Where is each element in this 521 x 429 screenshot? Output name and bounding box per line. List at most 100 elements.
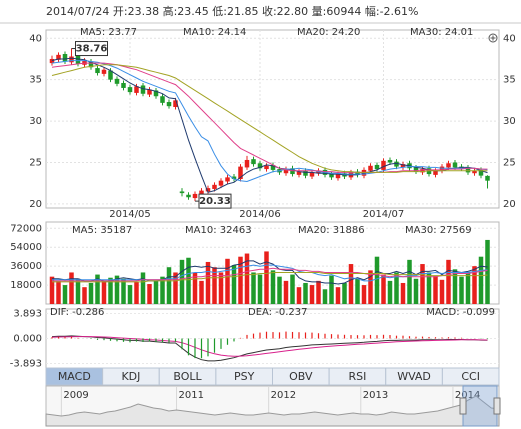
legend-entry: MA5: 35187 bbox=[72, 225, 132, 236]
candle-body bbox=[355, 171, 360, 175]
macd-bar bbox=[109, 338, 112, 341]
volume-bar bbox=[69, 272, 74, 304]
tab-label[interactable]: PSY bbox=[234, 370, 255, 383]
macd-bar bbox=[116, 338, 118, 342]
macd-bar bbox=[389, 335, 391, 339]
volume-bar bbox=[82, 287, 87, 304]
indicator-line bbox=[51, 335, 488, 362]
x-tick-label: 2014/05 bbox=[109, 209, 151, 220]
navigator-window[interactable] bbox=[462, 385, 498, 427]
volume-bar bbox=[231, 265, 237, 304]
macd-bar bbox=[96, 338, 99, 340]
candle-body bbox=[381, 160, 386, 170]
tab-label[interactable]: RSI bbox=[349, 370, 367, 383]
volume-bar bbox=[348, 264, 354, 304]
candle-body bbox=[446, 163, 451, 168]
tab-label[interactable]: BOLL bbox=[173, 370, 202, 383]
macd-bar bbox=[317, 333, 320, 339]
macd-bar bbox=[90, 338, 92, 340]
ma-line bbox=[52, 260, 488, 285]
candle-body bbox=[108, 70, 113, 80]
volume-bar bbox=[218, 272, 224, 304]
macd-bar bbox=[441, 337, 443, 339]
volume-bar bbox=[381, 274, 386, 304]
zoom-icon[interactable] bbox=[488, 33, 498, 43]
y-tick-label: -3.893 bbox=[10, 358, 42, 369]
candle-body bbox=[160, 96, 165, 103]
volume-bar bbox=[329, 275, 334, 304]
header-text: 2014/07/24 开:23.38 高:23.45 低:21.85 收:22.… bbox=[46, 4, 419, 18]
macd-bar bbox=[155, 338, 157, 342]
candle-body bbox=[218, 180, 224, 186]
candle-body bbox=[394, 161, 399, 167]
navigator-area bbox=[45, 395, 500, 427]
candle-body bbox=[238, 166, 243, 180]
volume-bar bbox=[368, 270, 373, 304]
volume-bar bbox=[186, 257, 191, 304]
tab-label[interactable]: OBV bbox=[289, 370, 313, 383]
macd-bar bbox=[304, 332, 307, 339]
candle-body bbox=[101, 69, 107, 74]
y-tick-label: 30 bbox=[503, 116, 516, 127]
volume-bar bbox=[238, 256, 243, 304]
volume-bar bbox=[322, 289, 328, 304]
callout-label: 20.33 bbox=[199, 196, 231, 207]
candle-body bbox=[329, 174, 334, 178]
legend-entry: DIF: -0.286 bbox=[50, 307, 104, 318]
x-tick-label: 2009 bbox=[63, 390, 88, 401]
volume-bar bbox=[400, 282, 406, 304]
macd-bar bbox=[428, 336, 430, 339]
volume-bar bbox=[121, 278, 126, 304]
volume-bar bbox=[49, 276, 55, 304]
volume-bar bbox=[56, 280, 61, 304]
candle-body bbox=[205, 188, 211, 192]
macd-bar bbox=[233, 338, 235, 342]
tab-label[interactable]: WVAD bbox=[397, 370, 431, 383]
y-tick-label: 40 bbox=[503, 33, 516, 44]
macd-bar bbox=[51, 337, 53, 339]
navigator-handle[interactable] bbox=[493, 397, 501, 415]
volume-bar bbox=[75, 278, 81, 304]
y-tick-label: 0.000 bbox=[13, 334, 42, 345]
x-tick-label: 2014 bbox=[455, 390, 480, 401]
macd-bar bbox=[382, 334, 385, 339]
volume-bar bbox=[147, 284, 152, 304]
volume-bar bbox=[478, 256, 484, 304]
macd-bar bbox=[181, 338, 183, 350]
candle-body bbox=[296, 171, 302, 175]
macd-bar bbox=[246, 334, 248, 339]
legend-entry: MA5: 23.77 bbox=[80, 27, 137, 38]
volume-bar bbox=[394, 272, 399, 304]
legend-entry: DEA: -0.237 bbox=[248, 307, 307, 318]
macd-bar bbox=[324, 333, 326, 339]
macd-bar bbox=[239, 337, 242, 339]
macd-bar bbox=[168, 338, 170, 343]
x-tick-label: 2011 bbox=[179, 390, 204, 401]
navigator-handle[interactable] bbox=[459, 397, 467, 415]
candle-body bbox=[192, 193, 198, 199]
x-tick-label: 2014/07 bbox=[363, 209, 405, 220]
candle-body bbox=[478, 169, 484, 176]
macd-bar bbox=[298, 332, 300, 339]
volume-bar bbox=[173, 272, 178, 304]
tab-label[interactable]: CCI bbox=[461, 370, 480, 383]
tab-label[interactable]: KDJ bbox=[121, 370, 140, 383]
macd-bar bbox=[402, 335, 404, 339]
candle-body bbox=[127, 87, 133, 93]
volume-bar bbox=[374, 256, 380, 304]
candle-body bbox=[225, 177, 230, 182]
candle-body bbox=[199, 190, 204, 195]
ma-line bbox=[51, 64, 488, 173]
overlay-layer bbox=[459, 33, 501, 427]
candle-body bbox=[173, 100, 178, 107]
tab[interactable] bbox=[441, 367, 500, 386]
tab-label[interactable]: MACD bbox=[58, 370, 91, 383]
volume-bar bbox=[472, 266, 477, 304]
volume-bar bbox=[160, 276, 165, 304]
macd-bar bbox=[285, 331, 287, 339]
y-tick-label: 35 bbox=[29, 75, 42, 86]
callout-box bbox=[75, 41, 108, 57]
candle-body bbox=[472, 170, 477, 174]
volume-bar bbox=[485, 239, 490, 304]
macd-bar bbox=[395, 335, 398, 339]
